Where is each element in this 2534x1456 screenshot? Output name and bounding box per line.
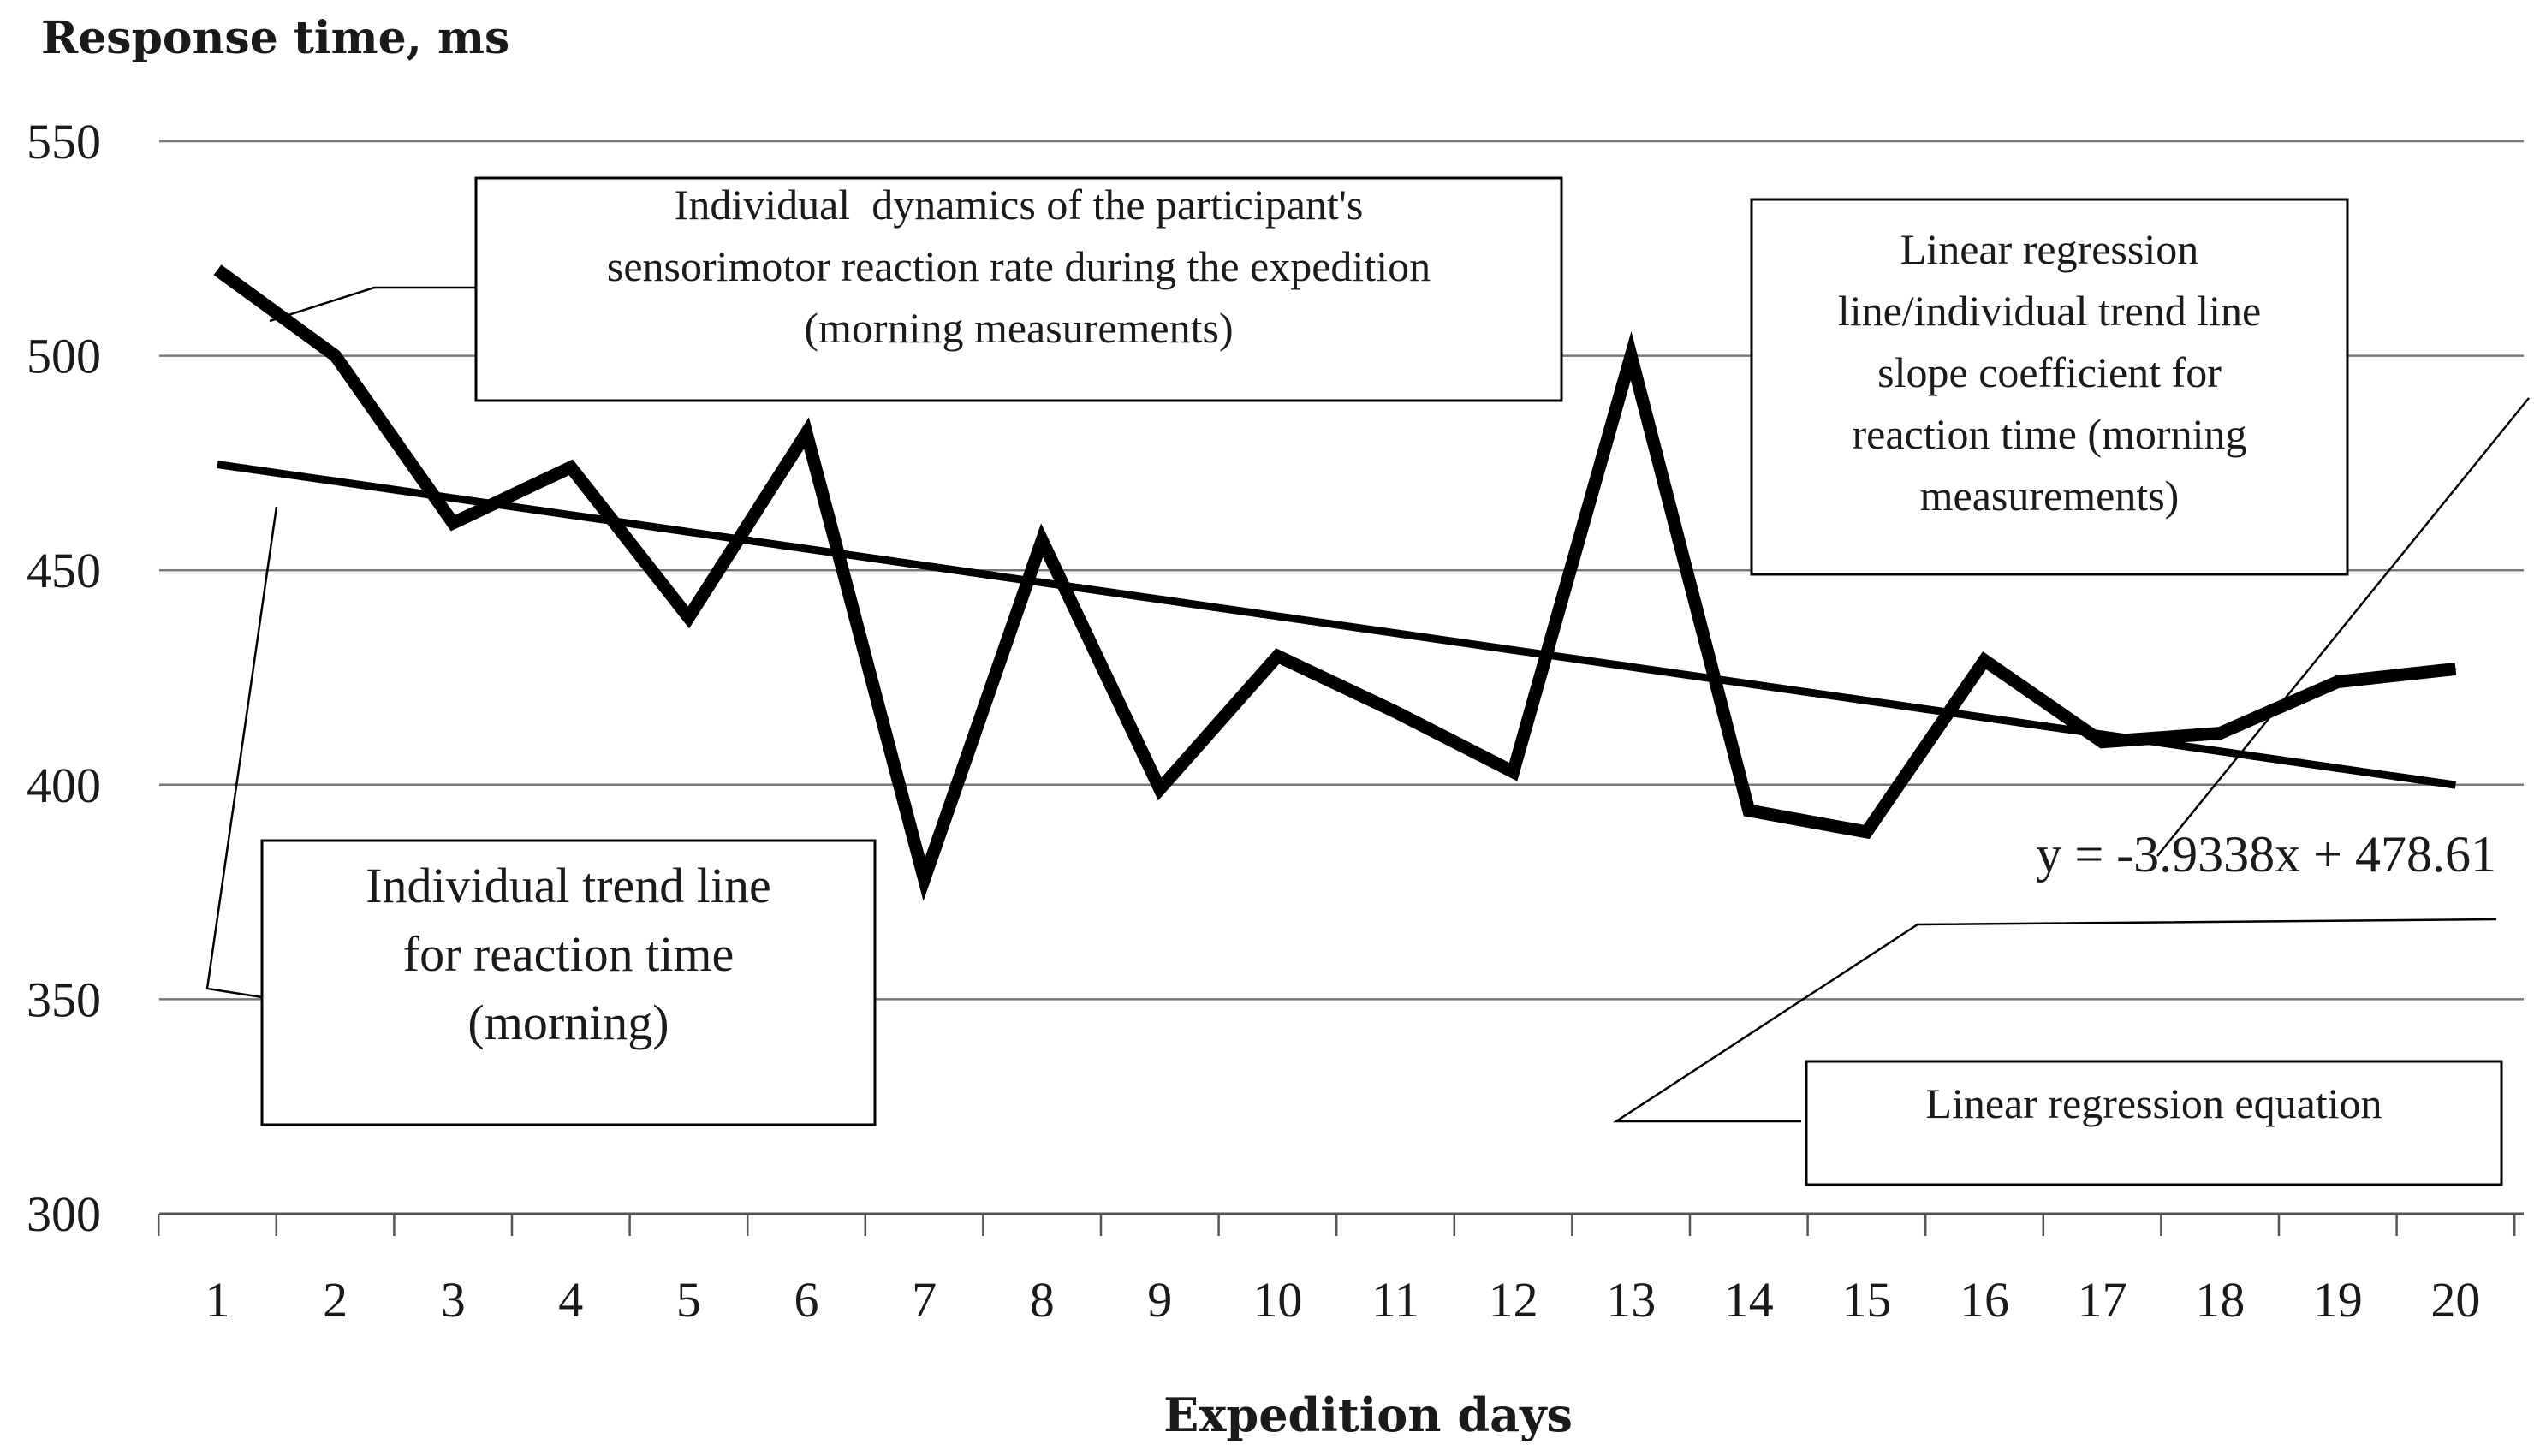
- annotation-dynamics: Individual dynamics of the participant's…: [474, 176, 1563, 402]
- y-tick-label: 300: [27, 1186, 101, 1242]
- annotation-dynamics-line-2: sensorimotor reaction rate during the ex…: [607, 242, 1431, 290]
- x-tick-label: 17: [2078, 1272, 2127, 1328]
- annotation-trend-line-1: Individual trend line: [366, 858, 771, 913]
- data-point: [1630, 354, 1633, 357]
- data-point: [334, 354, 336, 357]
- y-axis-ticks: 300 350 400 450 500 550: [27, 114, 101, 1242]
- data-point: [687, 616, 690, 619]
- x-tick-label: 15: [1841, 1272, 1891, 1328]
- x-tick-label: 6: [794, 1272, 819, 1328]
- annotation-slope-line-1: Linear regression: [1900, 225, 2198, 273]
- x-tick-label: 3: [441, 1272, 466, 1328]
- data-point: [569, 466, 572, 468]
- x-tick-label: 11: [1371, 1272, 1419, 1328]
- x-tick-label: 7: [912, 1272, 937, 1328]
- y-tick-label: 500: [27, 329, 101, 384]
- annotation-trend-box: [260, 839, 877, 1126]
- x-tick-label: 1: [205, 1272, 230, 1328]
- annotation-slope-line-3: slope coefficient for: [1877, 348, 2222, 396]
- data-point: [1041, 539, 1044, 542]
- leader-equation: [1612, 918, 2497, 1123]
- annotation-trend-line-2: for reaction time: [403, 926, 735, 982]
- annotation-dynamics-box: [474, 176, 1563, 402]
- data-point: [806, 431, 807, 434]
- y-tick-label: 450: [27, 543, 101, 598]
- data-point: [923, 878, 925, 881]
- x-tick-label: 8: [1030, 1272, 1055, 1328]
- annotation-equation-label-text: Linear regression equation: [1925, 1079, 2382, 1127]
- annotation-slope-line-2: line/individual trend line: [1838, 287, 2261, 335]
- y-tick-label: 400: [27, 758, 101, 813]
- data-point: [1984, 659, 1985, 662]
- x-tick-label: 14: [1724, 1272, 1774, 1328]
- y-tick-label: 550: [27, 114, 101, 169]
- x-tick-label: 20: [2430, 1272, 2480, 1328]
- x-tick-label: 13: [1606, 1272, 1656, 1328]
- y-axis-title: Response time, ms: [41, 12, 509, 64]
- leader-trend: [205, 506, 278, 999]
- x-tick-label: 5: [676, 1272, 701, 1328]
- x-tick-label: 4: [558, 1272, 583, 1328]
- x-tick-label: 19: [2313, 1272, 2363, 1328]
- leader-lines: [205, 286, 2530, 1123]
- data-point: [217, 269, 218, 271]
- data-points: [217, 269, 2457, 881]
- data-point: [2454, 668, 2457, 670]
- leader-dynamics: [269, 286, 476, 323]
- data-point: [2101, 740, 2103, 743]
- regression-equation: y = -3.9338x + 478.61: [2036, 826, 2496, 883]
- annotation-dynamics-line-3: (morning measurements): [804, 304, 1233, 352]
- annotation-equation-box: [1805, 1060, 2503, 1186]
- annotation-slope-line-4: reaction time (morning: [1853, 410, 2247, 458]
- annotation-dynamics-line-1: Individual dynamics of the participant's: [675, 181, 1364, 229]
- data-point: [1276, 655, 1279, 657]
- data-point: [1865, 830, 1868, 833]
- annotation-slope-box: [1750, 198, 2349, 576]
- data-point: [1395, 710, 1396, 713]
- x-tick-label: 10: [1252, 1272, 1302, 1328]
- annotation-trend: Individual trend line for reaction time …: [260, 839, 877, 1126]
- x-tick-label: 12: [1489, 1272, 1538, 1328]
- x-axis-title: Expedition days: [1163, 1388, 1573, 1442]
- x-tick-label: 18: [2195, 1272, 2245, 1328]
- x-tick-label: 9: [1147, 1272, 1172, 1328]
- data-point: [2219, 732, 2222, 734]
- x-tick-label: 16: [1960, 1272, 2009, 1328]
- data-point: [1158, 787, 1161, 790]
- annotation-equation-label: Linear regression equation: [1805, 1060, 2503, 1186]
- annotation-slope-line-5: measurements): [1920, 472, 2180, 520]
- x-axis: 1 2 3 4 5 6 7 8 9 10 11 12 13 14 15 16 17 18 19 20: [157, 1212, 2524, 1328]
- data-point: [1512, 770, 1514, 773]
- series-line-dynamics: [213, 264, 2457, 901]
- annotation-slope: Linear regression line/individual trend …: [1750, 198, 2349, 576]
- x-tick-label: 2: [323, 1272, 348, 1328]
- annotation-trend-line-3: (morning): [467, 995, 669, 1050]
- data-point: [2336, 680, 2339, 683]
- y-tick-label: 350: [27, 972, 101, 1027]
- leader-slope: [2156, 397, 2530, 857]
- data-point: [1747, 809, 1750, 811]
- data-point: [452, 522, 455, 525]
